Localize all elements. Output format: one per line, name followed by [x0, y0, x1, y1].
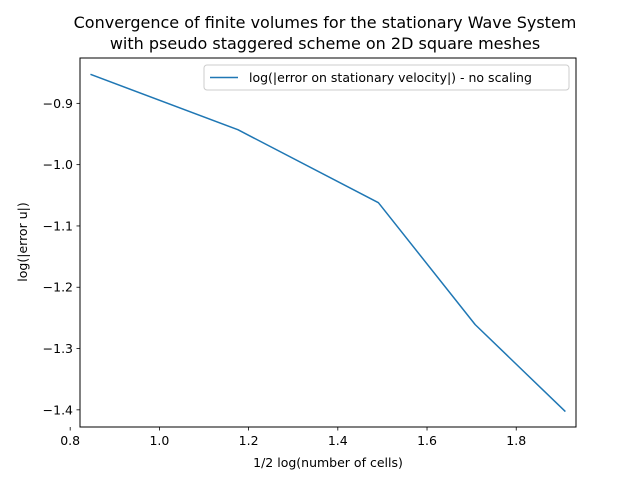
legend-box: [203, 64, 570, 91]
y-axis-label: log(|error u|): [15, 202, 30, 281]
y-tick-label-2: −1.1: [43, 218, 73, 233]
legend-label: log(|error on stationary velocity|) - no…: [249, 70, 532, 85]
chart-title-line-1: Convergence of finite volumes for the st…: [74, 13, 577, 32]
legend: log(|error on stationary velocity|) - no…: [203, 64, 570, 91]
x-tick-label-5: 1.8: [506, 433, 526, 448]
y-tick-label-1: −1.0: [43, 157, 73, 172]
x-tick-label-3: 1.4: [328, 433, 348, 448]
x-tick-label-1: 1.0: [149, 433, 169, 448]
y-tick-label-3: −1.2: [43, 280, 73, 295]
plot-area-frame: [79, 57, 577, 428]
x-tick-label-4: 1.6: [417, 433, 437, 448]
y-tick-label-0: −0.9: [43, 96, 73, 111]
chart-title-line-2: with pseudo staggered scheme on 2D squar…: [110, 34, 540, 53]
x-axis-ticks: 0.8 1.0 1.2 1.4 1.6 1.8: [60, 427, 526, 448]
x-tick-label-2: 1.2: [239, 433, 259, 448]
series-layer: [90, 73, 566, 413]
x-axis-label: 1/2 log(number of cells): [253, 455, 403, 470]
y-tick-label-4: −1.3: [43, 341, 73, 356]
y-axis-ticks: −0.9 −1.0 −1.1 −1.2 −1.3 −1.4: [43, 96, 80, 417]
x-tick-label-0: 0.8: [60, 433, 80, 448]
y-tick-label-5: −1.4: [43, 402, 73, 417]
